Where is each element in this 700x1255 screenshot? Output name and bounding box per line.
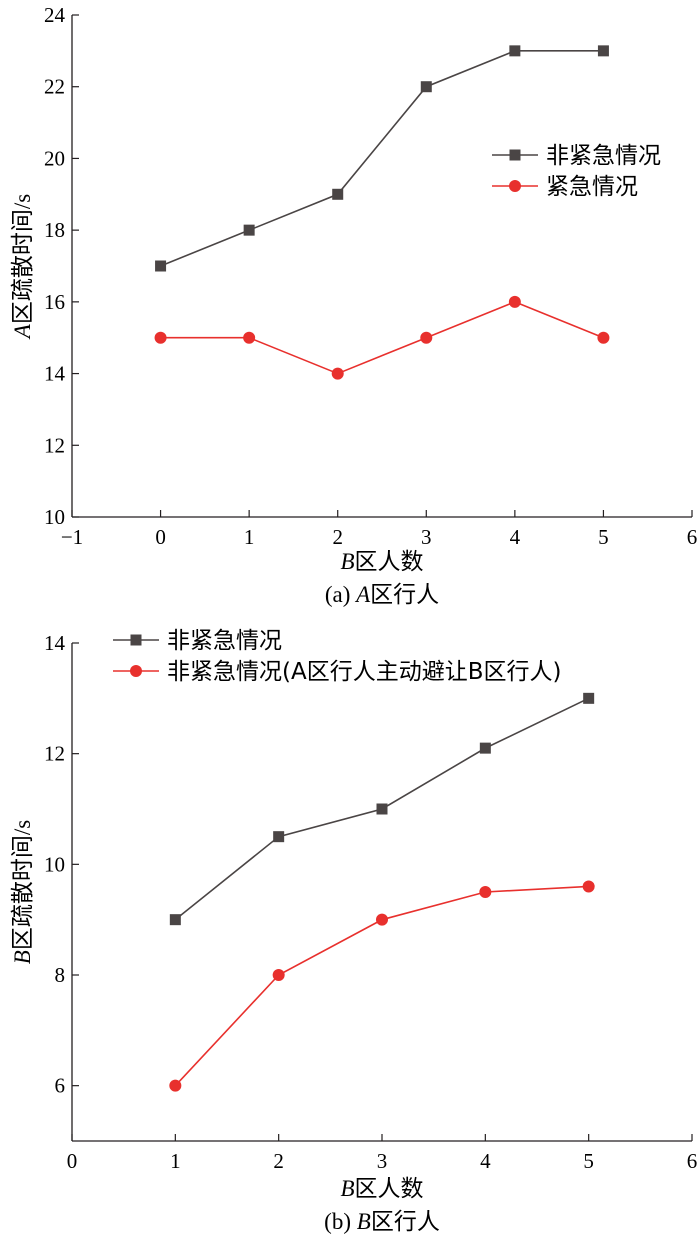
x-tick-label: 5 xyxy=(583,1149,594,1173)
y-tick-label: 22 xyxy=(44,75,65,99)
y-axis-label-part: A xyxy=(10,323,35,340)
x-tick-label: 3 xyxy=(421,525,432,549)
data-point-square xyxy=(376,803,388,815)
chart-caption-part: 区行人 xyxy=(371,1209,440,1234)
x-axis-label-part: 区人数 xyxy=(355,1176,424,1201)
data-point-square xyxy=(169,914,181,926)
y-tick-label: 14 xyxy=(44,631,66,655)
x-tick-label: 0 xyxy=(67,1149,78,1173)
chart-caption-part: (b) xyxy=(324,1209,357,1234)
chart-panel-a: −1 0 1 2 3 4 5 61012141618202224B区人数A区疏散时间/s(a)… xyxy=(10,3,697,607)
legend-marker-circle xyxy=(130,665,142,677)
data-point-square xyxy=(597,45,609,57)
x-axis-label-part: B xyxy=(340,549,354,574)
y-tick-label: 18 xyxy=(44,218,65,242)
data-point-square xyxy=(273,831,285,843)
y-tick-label: 12 xyxy=(44,742,65,766)
x-axis-label: B区人数 xyxy=(340,549,423,574)
legend-marker-square xyxy=(130,634,142,646)
x-axis-label-part: 区人数 xyxy=(355,549,424,574)
data-point-circle xyxy=(169,1079,182,1092)
chart-caption-part: A xyxy=(354,582,371,607)
y-axis-label-part: 区疏散时间/s xyxy=(10,194,35,324)
data-point-square xyxy=(332,188,344,200)
data-point-square xyxy=(155,260,167,272)
legend-label: 非紧急情况 xyxy=(546,143,661,169)
x-tick-label: 1 xyxy=(170,1149,181,1173)
legend-label: 紧急情况 xyxy=(546,174,638,200)
legend-label: 非紧急情况 xyxy=(167,628,282,654)
data-point-circle xyxy=(420,331,433,344)
y-axis-label: A区疏散时间/s xyxy=(10,194,35,340)
x-tick-label: 6 xyxy=(687,1149,698,1173)
chart-caption-part: 区行人 xyxy=(370,582,439,607)
x-tick-label: 4 xyxy=(480,1149,491,1173)
chart-caption: (a) A区行人 xyxy=(325,582,439,607)
series-line-1 xyxy=(160,50,604,267)
data-point-circle xyxy=(376,913,388,926)
data-point-circle xyxy=(479,886,492,898)
y-axis-label-part: B xyxy=(10,950,35,964)
chart-caption: (b) B区行人 xyxy=(324,1209,440,1234)
data-point-square xyxy=(420,81,432,93)
data-point-circle xyxy=(508,295,521,308)
x-tick-label: 0 xyxy=(155,525,166,549)
legend-marker-circle xyxy=(509,180,521,192)
y-axis-label: B区疏散时间/s xyxy=(10,820,35,964)
y-tick-label: 20 xyxy=(44,146,65,170)
chart-caption-part: (a) xyxy=(325,582,356,607)
data-point-circle xyxy=(331,367,344,380)
series-line-2 xyxy=(160,300,604,375)
x-tick-label: 4 xyxy=(510,525,521,549)
y-tick-label: 24 xyxy=(44,3,66,27)
legend-marker-square xyxy=(509,149,521,161)
y-tick-label: 8 xyxy=(55,963,66,987)
y-tick-label: 10 xyxy=(44,505,65,529)
y-tick-label: 14 xyxy=(44,362,66,386)
data-point-square xyxy=(479,742,491,754)
x-tick-label: 3 xyxy=(377,1149,388,1173)
x-tick-label: 5 xyxy=(598,525,609,549)
y-axis-label-part: 区疏散时间/s xyxy=(10,820,35,950)
x-tick-label: 2 xyxy=(273,1149,284,1173)
x-tick-label: 6 xyxy=(687,525,698,549)
data-point-circle xyxy=(272,969,285,981)
legend-label: 非紧急情况(A区行人主动避让B区行人) xyxy=(167,659,561,685)
data-point-circle xyxy=(154,331,167,344)
y-tick-label: 6 xyxy=(55,1074,66,1098)
x-axis-label-part: B xyxy=(340,1176,354,1201)
x-axis-label: B区人数 xyxy=(340,1176,423,1201)
y-tick-label: 16 xyxy=(44,290,65,314)
data-point-square xyxy=(583,692,595,704)
chart-caption-part: B xyxy=(357,1209,371,1234)
y-tick-label: 12 xyxy=(44,433,65,457)
data-point-square xyxy=(509,45,521,57)
x-tick-label: 2 xyxy=(332,525,343,549)
data-point-square xyxy=(243,224,255,236)
x-tick-label: 1 xyxy=(244,525,255,549)
data-point-circle xyxy=(582,880,595,893)
data-point-circle xyxy=(597,331,610,344)
x-tick-label: −1 xyxy=(61,525,83,549)
y-tick-label: 10 xyxy=(44,852,65,876)
data-point-circle xyxy=(243,331,256,344)
